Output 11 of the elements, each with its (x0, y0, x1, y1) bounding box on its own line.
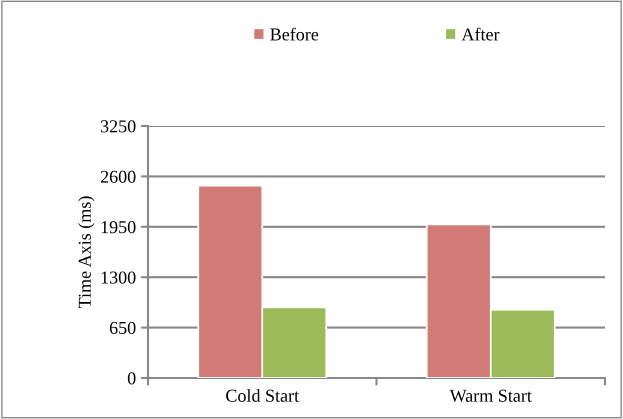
y-tick-label: 650 (110, 322, 136, 334)
legend-label: After (462, 28, 500, 41)
y-axis-title: Time Axis (ms) (78, 196, 95, 308)
y-tick-label: 2600 (100, 170, 136, 183)
y-tick-label: 1300 (102, 271, 136, 284)
y-tick-label: 1950 (102, 221, 136, 234)
y-tick-label: 3250 (100, 120, 136, 132)
legend-label: Before (270, 28, 318, 41)
x-tick-label: Warm Start (450, 390, 532, 402)
y-tick-label: 0 (128, 372, 136, 384)
x-tick-label: Cold Start (226, 389, 300, 402)
